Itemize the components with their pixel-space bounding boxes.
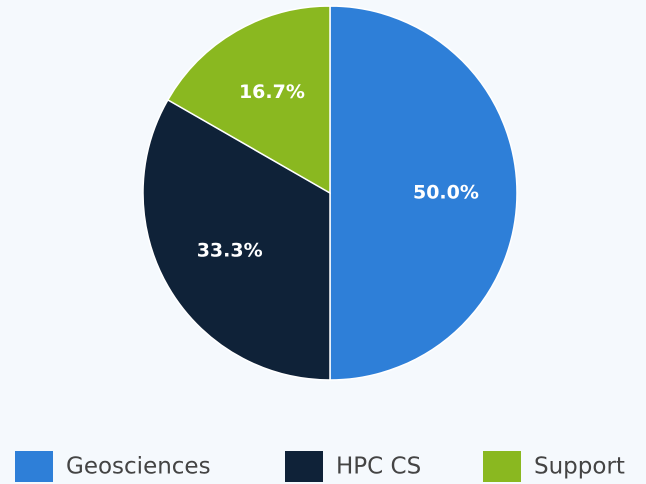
pie-slice [166, 5, 331, 195]
data-label: 50.0% [413, 182, 479, 204]
legend-swatch [15, 451, 53, 482]
legend-label: Support [534, 454, 625, 480]
legend-swatch [483, 451, 521, 482]
legend-swatch [285, 451, 323, 482]
data-label: 16.7% [239, 81, 305, 103]
data-label: 33.3% [197, 240, 263, 262]
pie-slice [142, 98, 331, 381]
pie-slice [329, 5, 518, 381]
legend-label: Geosciences [66, 454, 211, 480]
legend-label: HPC CS [336, 454, 421, 480]
